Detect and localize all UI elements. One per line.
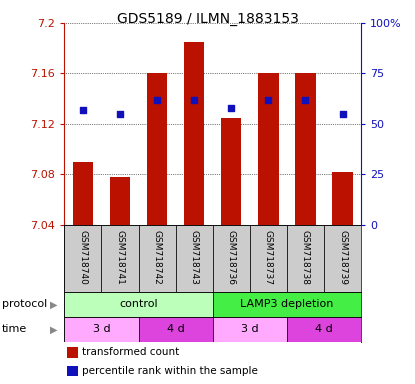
Bar bbox=[64, 317, 139, 342]
Point bbox=[228, 104, 234, 111]
Bar bbox=[139, 317, 213, 342]
Point bbox=[80, 107, 86, 113]
Bar bbox=[64, 292, 213, 317]
Text: 3 d: 3 d bbox=[241, 324, 259, 334]
Bar bbox=[287, 317, 361, 342]
Bar bbox=[139, 225, 176, 292]
Text: GSM718737: GSM718737 bbox=[264, 230, 273, 285]
Text: GSM718736: GSM718736 bbox=[227, 230, 236, 285]
Text: GSM718742: GSM718742 bbox=[153, 230, 161, 285]
Text: control: control bbox=[119, 299, 158, 310]
Bar bbox=[213, 317, 287, 342]
Point bbox=[302, 96, 309, 103]
Point bbox=[117, 111, 123, 117]
Text: 4 d: 4 d bbox=[167, 324, 185, 334]
Text: LAMP3 depletion: LAMP3 depletion bbox=[240, 299, 334, 310]
Text: GSM718743: GSM718743 bbox=[190, 230, 199, 285]
Bar bbox=[73, 162, 93, 225]
Text: 3 d: 3 d bbox=[93, 324, 110, 334]
Text: GSM718739: GSM718739 bbox=[338, 230, 347, 285]
Bar bbox=[213, 292, 361, 317]
Point bbox=[154, 96, 160, 103]
Text: GSM718738: GSM718738 bbox=[301, 230, 310, 285]
Text: ▶: ▶ bbox=[50, 324, 58, 334]
Bar bbox=[213, 225, 250, 292]
Bar bbox=[295, 73, 316, 225]
Point bbox=[339, 111, 346, 117]
Text: GSM718740: GSM718740 bbox=[78, 230, 88, 285]
Text: time: time bbox=[2, 324, 27, 334]
Bar bbox=[67, 366, 78, 376]
Text: percentile rank within the sample: percentile rank within the sample bbox=[82, 366, 258, 376]
Bar bbox=[287, 225, 324, 292]
Text: GSM718741: GSM718741 bbox=[115, 230, 124, 285]
Bar bbox=[110, 177, 130, 225]
Point bbox=[265, 96, 272, 103]
Bar bbox=[221, 118, 242, 225]
Text: ▶: ▶ bbox=[50, 299, 58, 310]
Bar bbox=[258, 73, 278, 225]
Text: protocol: protocol bbox=[2, 299, 47, 310]
Bar bbox=[184, 42, 204, 225]
Bar bbox=[67, 347, 78, 358]
Text: transformed count: transformed count bbox=[82, 347, 179, 357]
Bar bbox=[250, 225, 287, 292]
Bar bbox=[332, 172, 353, 225]
Text: GDS5189 / ILMN_1883153: GDS5189 / ILMN_1883153 bbox=[117, 12, 298, 25]
Bar bbox=[324, 225, 361, 292]
Point bbox=[191, 96, 198, 103]
Text: 4 d: 4 d bbox=[315, 324, 333, 334]
Bar bbox=[176, 225, 213, 292]
Bar bbox=[64, 225, 101, 292]
Bar bbox=[147, 73, 167, 225]
Bar bbox=[101, 225, 139, 292]
